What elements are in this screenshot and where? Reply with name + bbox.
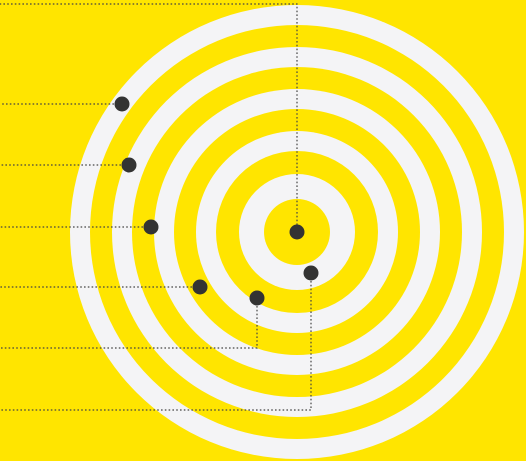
leader-lines bbox=[0, 3, 312, 411]
leader-line-6 bbox=[0, 306, 258, 349]
marker-5-dot-icon bbox=[192, 279, 208, 295]
leader-line-1 bbox=[0, 3, 298, 225]
marker-2-dot-icon bbox=[114, 96, 130, 112]
marker-6-dot-icon bbox=[249, 290, 265, 306]
marker-4-dot-icon bbox=[143, 219, 159, 235]
marker-3-dot-icon bbox=[121, 157, 137, 173]
target-markers bbox=[114, 96, 319, 306]
marker-1-dot-icon bbox=[289, 224, 305, 240]
marker-7-dot-icon bbox=[303, 265, 319, 281]
leader-line-7 bbox=[0, 281, 312, 411]
